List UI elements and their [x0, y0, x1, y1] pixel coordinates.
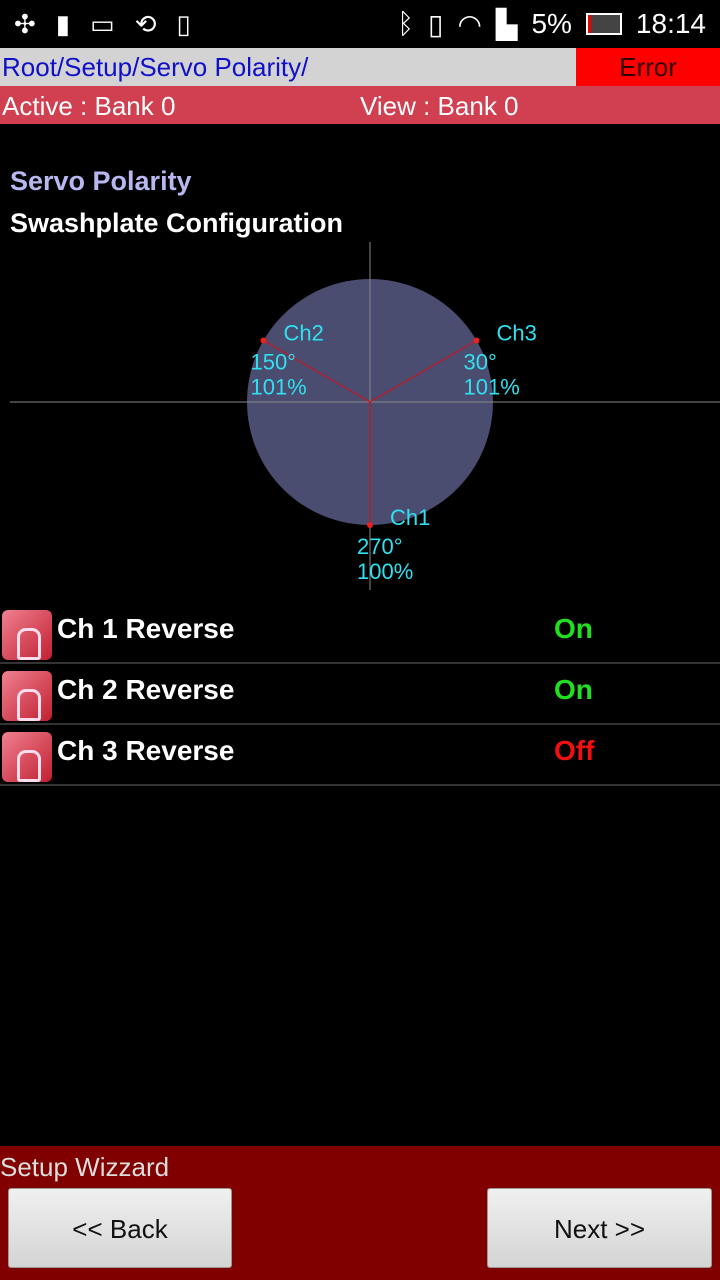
channel-arm [369, 339, 477, 403]
wizard-footer: Setup Wizzard << Back Next >> [0, 1146, 720, 1280]
active-bank: Active : Bank 0 [2, 91, 176, 121]
page-title: Servo Polarity [10, 166, 192, 196]
rotate-icon: ⟲ [134, 8, 157, 39]
setting-row[interactable]: Ch 2 Reverse On [0, 664, 720, 725]
battery-percent: 5% [531, 8, 572, 39]
channel-point [367, 522, 373, 528]
setting-label: Ch 3 Reverse [57, 735, 235, 766]
channel-name: Ch3 [497, 321, 537, 346]
status-bar: ✣ ▮ ▭ ⟲ ▯ ᛒ ▯ ◠ ▙ 5% 18:14 [0, 0, 720, 48]
battery-icon [585, 13, 622, 35]
setting-label: Ch 2 Reverse [57, 674, 235, 705]
channel-angle: 150° [250, 350, 296, 375]
sd-card-icon: ▙ [495, 8, 518, 40]
wizard-title: Setup Wizzard [0, 1152, 170, 1182]
channel-point [260, 337, 267, 344]
channel-name: Ch2 [283, 321, 323, 346]
setting-value[interactable]: On [554, 613, 593, 644]
bluetooth-icon: ᛒ [397, 8, 415, 39]
channel-percent: 101% [250, 375, 306, 400]
channel-angle: 270° [357, 534, 403, 559]
channel-name: Ch1 [390, 505, 430, 530]
next-button[interactable]: Next >> [487, 1188, 712, 1268]
error-indicator[interactable]: Error [576, 48, 720, 86]
servo-icon [2, 732, 52, 782]
servo-icon [2, 671, 52, 721]
image-icon: ▭ [90, 8, 115, 39]
setting-row[interactable]: Ch 3 Reverse Off [0, 725, 720, 786]
alert-battery-icon: ▮ [55, 8, 71, 39]
setting-value[interactable]: Off [554, 735, 595, 766]
view-bank: View : Bank 0 [360, 91, 519, 121]
back-button[interactable]: << Back [8, 1188, 232, 1268]
clock: 18:14 [635, 8, 706, 39]
wifi-icon: ◠ [457, 8, 482, 40]
phone-icon: ▯ [176, 8, 191, 39]
breadcrumb[interactable]: Root/Setup/Servo Polarity/ [0, 48, 576, 86]
setting-value[interactable]: On [554, 674, 593, 705]
channel-point [473, 337, 480, 344]
servo-icon [2, 610, 52, 660]
channel-percent: 101% [464, 375, 520, 400]
section-title: Swashplate Configuration [10, 208, 344, 238]
channel-percent: 100% [357, 559, 413, 584]
setting-row[interactable]: Ch 1 Reverse On [0, 603, 720, 664]
bank-bar: Active : Bank 0 View : Bank 0 [0, 86, 720, 124]
fan-icon: ✣ [14, 8, 36, 39]
setting-label: Ch 1 Reverse [57, 613, 235, 644]
channel-arm [263, 339, 371, 403]
vibrate-icon: ▯ [428, 8, 444, 40]
channel-angle: 30° [464, 350, 497, 375]
